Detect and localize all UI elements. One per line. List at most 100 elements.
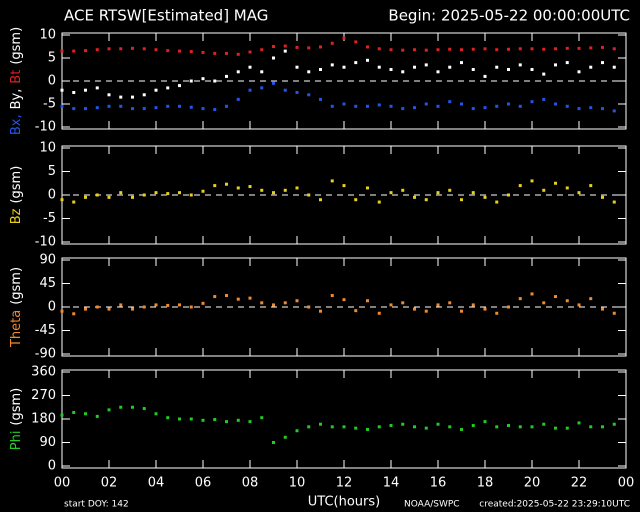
data-point bbox=[248, 296, 252, 300]
data-point bbox=[436, 191, 440, 195]
data-point bbox=[107, 47, 111, 51]
data-point bbox=[354, 40, 358, 44]
data-point bbox=[166, 192, 170, 196]
data-point bbox=[554, 295, 557, 299]
data-point bbox=[530, 68, 534, 71]
data-point bbox=[201, 189, 205, 193]
data-point bbox=[260, 70, 264, 74]
data-point bbox=[131, 107, 134, 111]
data-point bbox=[518, 297, 522, 301]
y-tick-label: 0 bbox=[48, 188, 56, 203]
data-point bbox=[424, 309, 428, 313]
data-point bbox=[330, 179, 334, 183]
data-point bbox=[60, 309, 64, 313]
data-point bbox=[413, 106, 416, 110]
data-point bbox=[577, 191, 581, 195]
data-point bbox=[189, 79, 193, 83]
data-point bbox=[178, 303, 181, 307]
data-point bbox=[565, 104, 569, 108]
data-point bbox=[354, 309, 358, 313]
data-point bbox=[319, 422, 322, 426]
x-axis-label: UTC(hours) bbox=[308, 495, 380, 510]
data-point bbox=[377, 65, 381, 69]
data-point bbox=[330, 294, 334, 298]
data-point bbox=[448, 100, 452, 104]
data-point bbox=[225, 182, 228, 186]
data-point bbox=[436, 48, 440, 52]
data-point bbox=[225, 74, 228, 78]
data-point bbox=[366, 299, 369, 303]
data-point bbox=[178, 49, 181, 53]
data-point bbox=[307, 305, 311, 309]
data-point bbox=[589, 425, 593, 429]
data-point bbox=[389, 68, 393, 71]
data-point bbox=[389, 424, 393, 428]
data-point bbox=[272, 56, 275, 60]
data-point bbox=[272, 303, 275, 307]
y-tick-label: 0 bbox=[48, 459, 56, 474]
data-point bbox=[554, 47, 557, 51]
data-point bbox=[377, 200, 381, 204]
data-point bbox=[201, 77, 205, 81]
y-tick-label: 90 bbox=[39, 435, 56, 450]
y-tick-label: 90 bbox=[39, 253, 56, 268]
data-point bbox=[295, 429, 299, 433]
data-point bbox=[612, 422, 616, 426]
data-point bbox=[436, 303, 440, 307]
data-point bbox=[565, 186, 569, 190]
data-point bbox=[565, 61, 569, 65]
data-point bbox=[178, 191, 181, 195]
data-point bbox=[283, 88, 287, 92]
data-point bbox=[612, 109, 616, 113]
data-point bbox=[248, 185, 252, 189]
y-tick-label: 5 bbox=[48, 51, 56, 66]
data-point bbox=[507, 68, 510, 71]
created: created:2025-05-22 23:29:10UTC bbox=[479, 500, 630, 510]
data-point bbox=[483, 47, 487, 51]
data-point bbox=[342, 36, 346, 40]
data-point bbox=[342, 298, 346, 302]
data-point bbox=[201, 301, 205, 305]
y-tick-label: 270 bbox=[31, 388, 56, 403]
x-tick-label: 14 bbox=[383, 476, 400, 491]
data-point bbox=[330, 63, 334, 67]
data-point bbox=[60, 104, 64, 108]
data-point bbox=[542, 97, 546, 101]
data-point bbox=[507, 102, 510, 106]
data-point bbox=[283, 188, 287, 192]
data-point bbox=[107, 408, 111, 412]
source: NOAA/SWPC bbox=[404, 500, 460, 510]
data-point bbox=[460, 427, 463, 431]
data-point bbox=[95, 48, 99, 52]
data-point bbox=[236, 297, 240, 301]
data-point bbox=[131, 405, 134, 409]
data-point bbox=[401, 70, 405, 74]
data-point bbox=[483, 74, 487, 78]
data-point bbox=[72, 91, 76, 94]
data-point bbox=[577, 107, 581, 111]
data-point bbox=[436, 70, 440, 74]
x-tick-label: 08 bbox=[242, 476, 259, 491]
data-point bbox=[225, 51, 228, 55]
data-point bbox=[60, 88, 64, 92]
x-tick-label: 16 bbox=[430, 476, 447, 491]
y-tick-label: 360 bbox=[31, 365, 56, 380]
data-point bbox=[119, 95, 123, 99]
data-point bbox=[366, 58, 369, 62]
data-point bbox=[225, 294, 228, 298]
data-point bbox=[119, 405, 123, 409]
y-axis-label-part: (gsm) bbox=[9, 166, 24, 204]
data-point bbox=[248, 50, 252, 54]
data-point bbox=[518, 184, 522, 188]
data-point bbox=[448, 425, 452, 429]
data-point bbox=[248, 65, 252, 69]
data-point bbox=[448, 188, 452, 192]
data-point bbox=[518, 63, 522, 67]
data-point bbox=[107, 195, 111, 199]
data-point bbox=[518, 104, 522, 108]
data-point bbox=[401, 48, 405, 52]
data-point bbox=[413, 425, 416, 429]
data-point bbox=[201, 107, 205, 111]
data-point bbox=[154, 303, 158, 307]
